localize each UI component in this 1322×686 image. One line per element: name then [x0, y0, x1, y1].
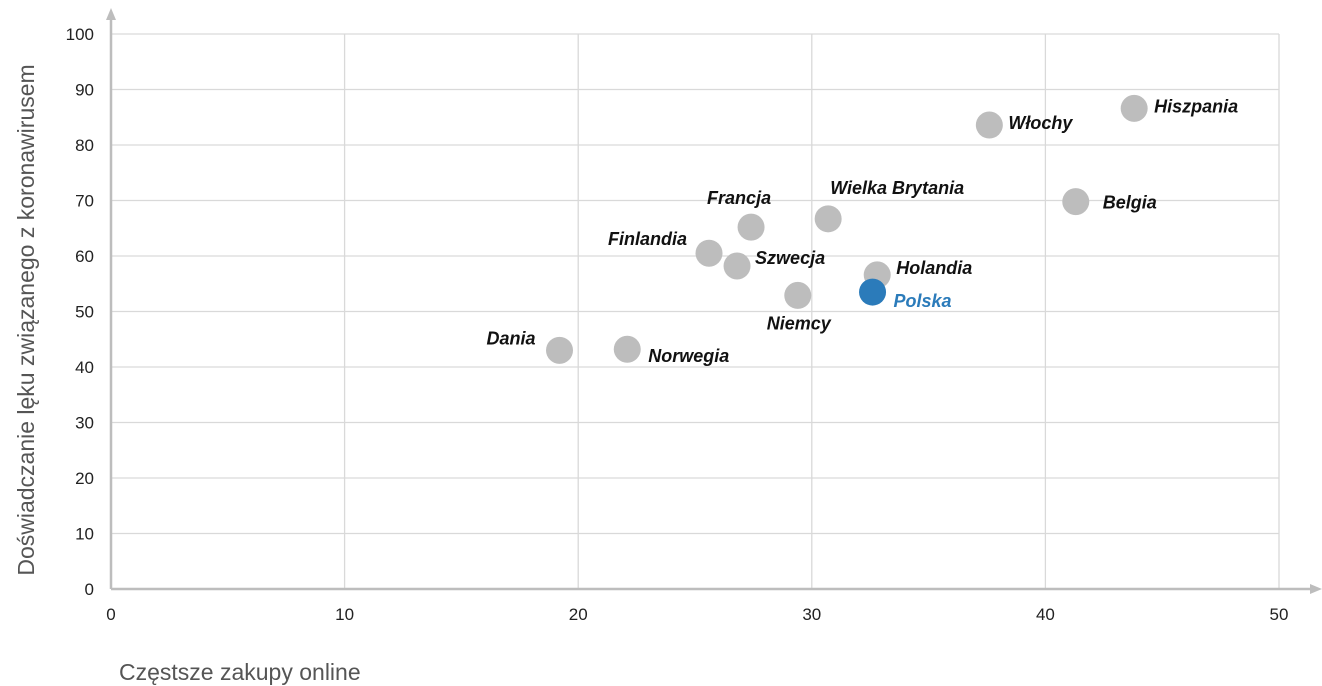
point-label: Niemcy	[767, 313, 832, 333]
y-tick-label: 40	[75, 358, 94, 377]
x-tick-label: 30	[802, 605, 821, 624]
x-tick-label: 50	[1270, 605, 1289, 624]
y-tick-label: 60	[75, 247, 94, 266]
point-label: Norwegia	[648, 346, 729, 366]
grid	[111, 33, 1280, 589]
point-label: Belgia	[1103, 193, 1157, 213]
y-tick-label: 80	[75, 136, 94, 155]
point-belgia	[1062, 188, 1090, 216]
point-szwecja	[723, 252, 751, 280]
point-polska	[859, 278, 887, 306]
y-tick-label: 0	[85, 580, 94, 599]
point-włochy	[975, 111, 1003, 139]
x-axis-title: Częstsze zakupy online	[119, 659, 361, 685]
point-label: Dania	[486, 328, 535, 348]
point-niemcy	[784, 281, 812, 309]
x-tick-label: 40	[1036, 605, 1055, 624]
x-axis-arrow	[1310, 584, 1322, 594]
point-dania	[546, 336, 574, 364]
x-tick-label: 0	[106, 605, 115, 624]
y-tick-label: 20	[75, 469, 94, 488]
y-tick-label: 30	[75, 414, 94, 433]
y-tick-label: 90	[75, 81, 94, 100]
y-axis-arrow	[106, 8, 116, 20]
point-label: Wielka Brytania	[830, 178, 964, 198]
tick-labels: 0 10 20 30 40 50 60 70 80 90 100 0 10 20 30 40 50	[66, 25, 1289, 624]
point-finlandia	[695, 239, 723, 267]
axes	[106, 8, 1322, 594]
x-tick-label: 20	[569, 605, 588, 624]
y-tick-label: 10	[75, 525, 94, 544]
point-label: Holandia	[896, 258, 972, 278]
point-label: Hiszpania	[1154, 96, 1238, 116]
point-label: Francja	[707, 188, 771, 208]
point-label: Włochy	[1008, 113, 1073, 133]
data-points	[546, 94, 1148, 364]
point-label: Szwecja	[755, 248, 825, 268]
y-tick-label: 50	[75, 303, 94, 322]
point-hiszpania	[1120, 94, 1148, 122]
point-labels: Dania Norwegia Finlandia Szwecja Francja Niem…	[486, 96, 1238, 366]
y-tick-label: 70	[75, 192, 94, 211]
y-tick-label: 100	[66, 25, 94, 44]
point-wielka-brytania	[814, 205, 842, 233]
x-tick-label: 10	[335, 605, 354, 624]
point-francja	[737, 213, 765, 241]
point-norwegia	[613, 335, 641, 363]
point-label: Finlandia	[608, 229, 687, 249]
y-axis-title: Doświadczanie lęku związanego z koronawi…	[13, 64, 39, 575]
point-label: Polska	[894, 291, 952, 311]
